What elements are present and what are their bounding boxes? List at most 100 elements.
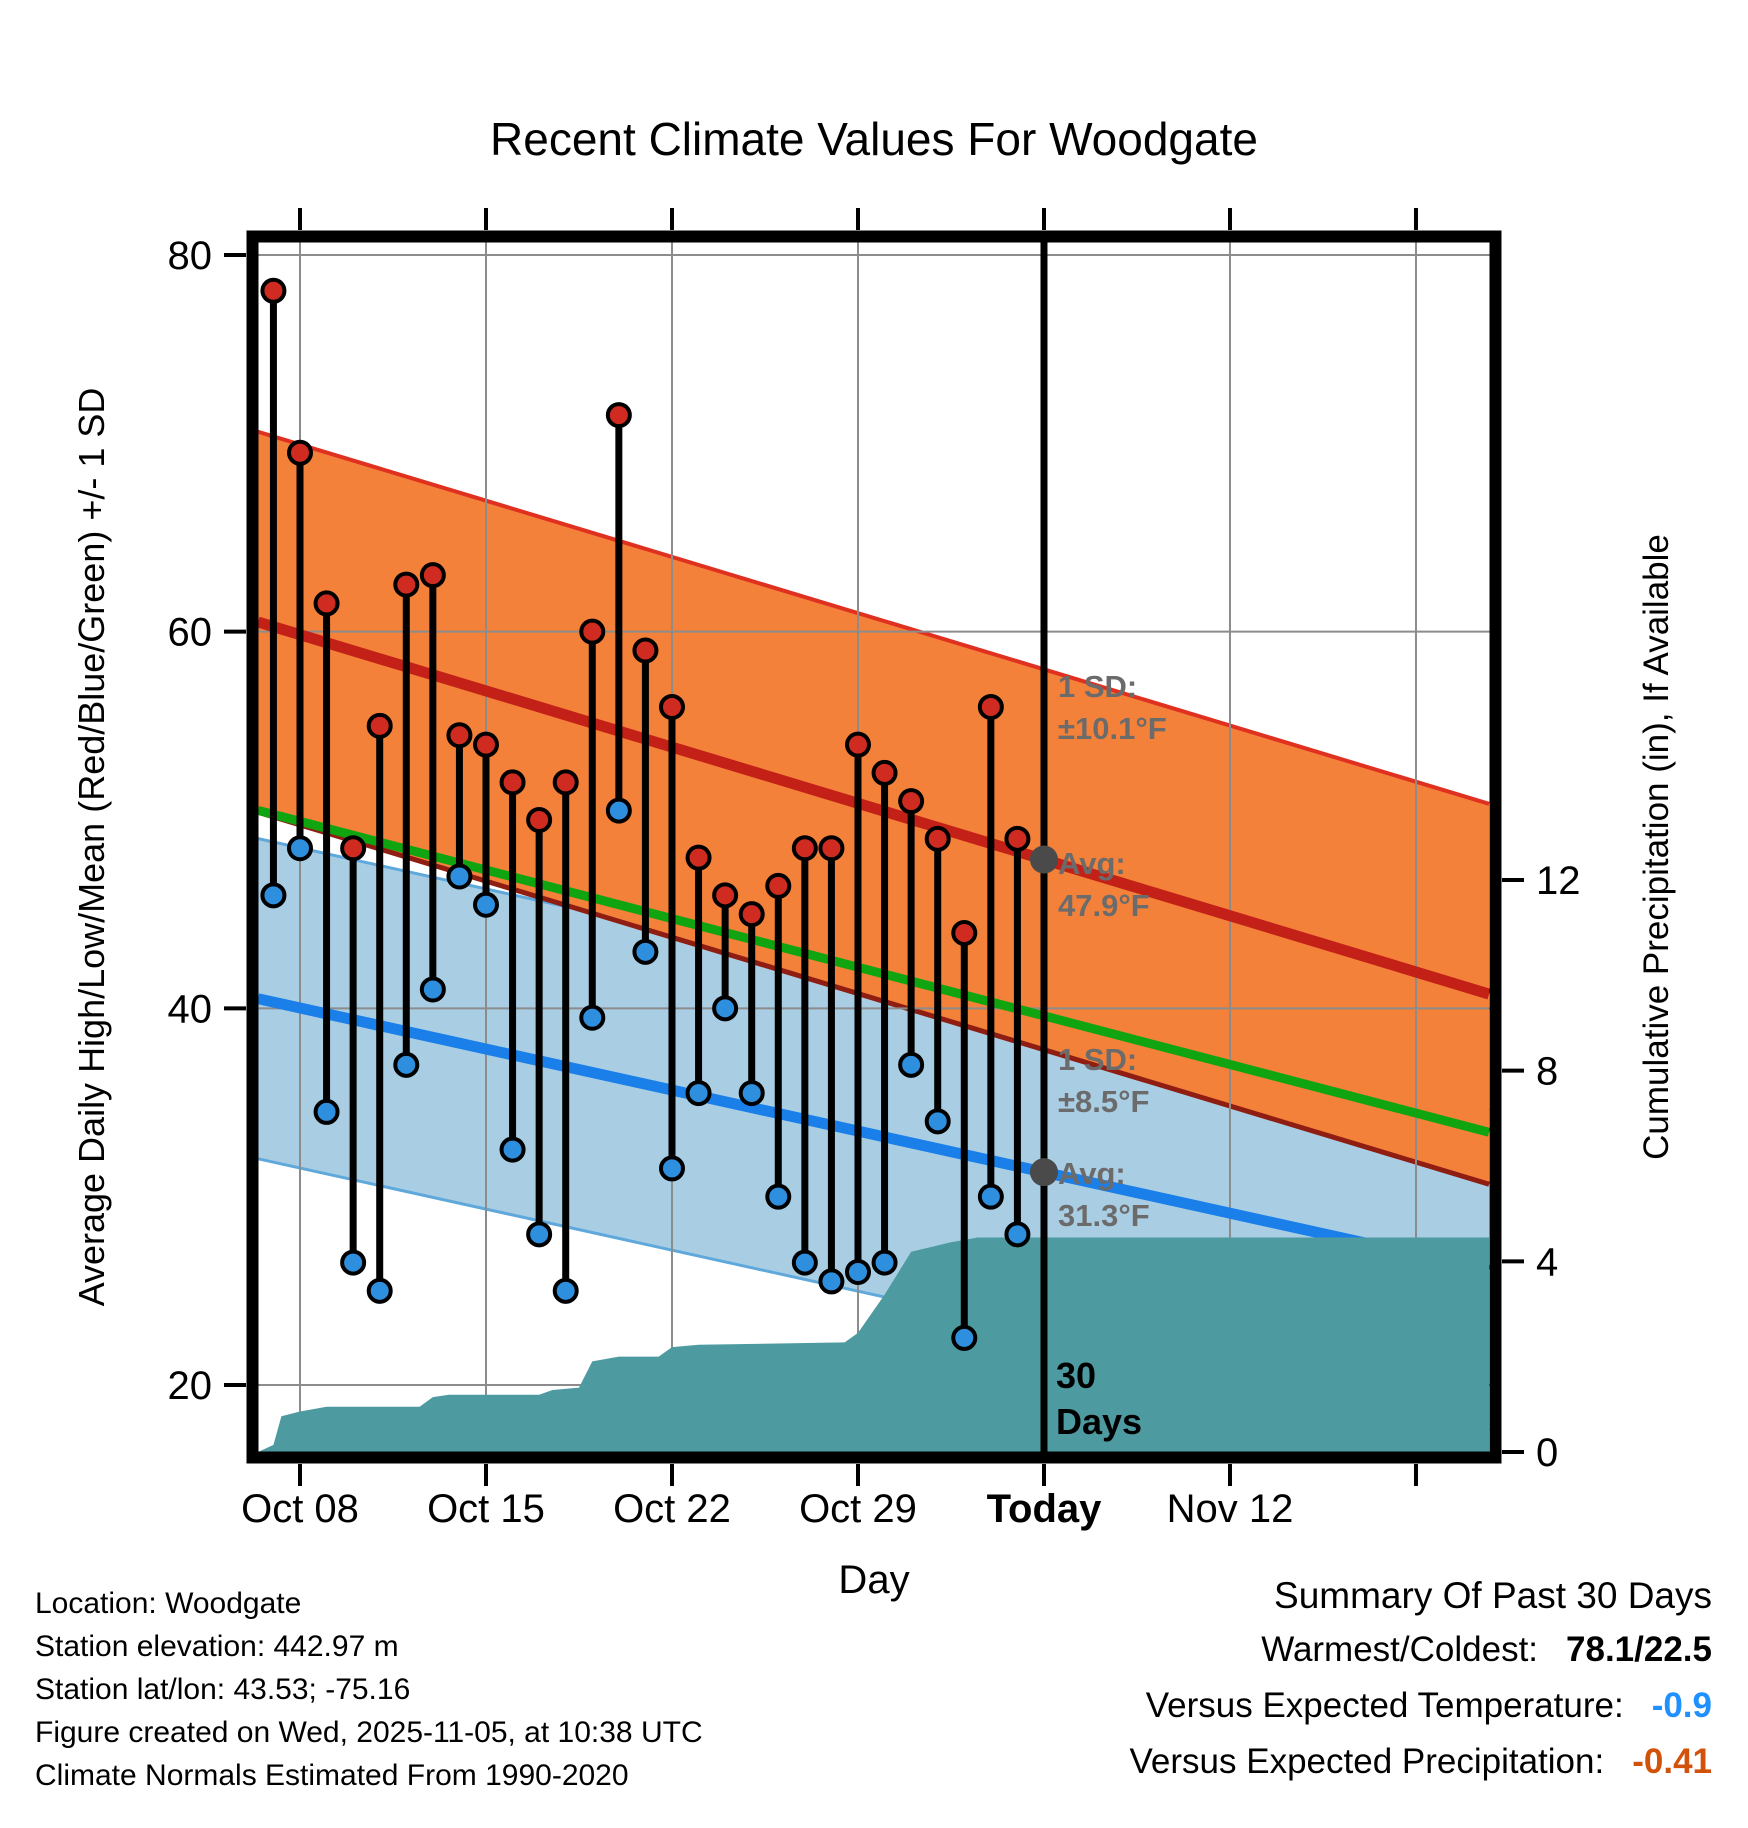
daily-low-dot: [260, 882, 287, 909]
low-avg-marker: [1029, 1158, 1058, 1187]
x-axis-label: Day: [838, 1558, 910, 1602]
normals-source: Climate Normals Estimated From 1990-2020: [35, 1759, 629, 1792]
daily-low-dot: [419, 976, 446, 1003]
low-normal-line: [258, 993, 1490, 1276]
daily-high-dot: [526, 806, 553, 833]
daily-high-dot: [260, 277, 287, 304]
daily-high-dot: [898, 788, 925, 815]
daily-high-dot: [313, 590, 340, 617]
y-left-tick-label: 60: [168, 611, 213, 655]
daily-high-dot: [924, 825, 951, 852]
daily-low-dot: [472, 891, 499, 918]
daily-low-dot: [738, 1080, 765, 1107]
daily-low-dot: [658, 1155, 685, 1182]
daily-low-dot: [871, 1249, 898, 1276]
high-band-upper-edge: [258, 429, 1490, 806]
daily-low-dot: [526, 1221, 553, 1248]
annotation-low-sd: ±8.5°F: [1058, 1084, 1149, 1119]
page-title: Recent Climate Values For Woodgate: [490, 113, 1258, 165]
annotation-low-sd: 1 SD:: [1058, 1042, 1137, 1077]
daily-low-dot: [499, 1136, 526, 1163]
x-tick-label: Oct 29: [799, 1487, 917, 1531]
daily-low-dot: [632, 938, 659, 965]
daily-low-dot: [1004, 1221, 1031, 1248]
daily-high-dot: [366, 712, 393, 739]
summary-row-value: 78.1/22.5: [1566, 1630, 1712, 1669]
summary-row-warmest-coldest: Warmest/Coldest: 78.1/22.5: [1130, 1622, 1712, 1678]
daily-low-dot: [765, 1183, 792, 1210]
station-latlon: Station lat/lon: 43.53; -75.16: [35, 1673, 411, 1706]
daily-low-dot: [844, 1258, 871, 1285]
station-info: Location: Woodgate Station elevation: 44…: [35, 1582, 703, 1797]
daily-high-dot: [419, 562, 446, 589]
daily-high-dot: [632, 637, 659, 664]
y-right-tick-label: 4: [1536, 1240, 1558, 1284]
annotation-high-sd: 1 SD:: [1058, 669, 1137, 704]
x-tick-label: Oct 08: [241, 1487, 359, 1531]
y-left-tick-label: 20: [168, 1364, 213, 1408]
daily-low-dot: [712, 995, 739, 1022]
daily-low-dot: [924, 1108, 951, 1135]
y-left-tick-label: 80: [168, 234, 213, 278]
x-tick-label: Nov 12: [1167, 1487, 1294, 1531]
daily-high-dot: [818, 835, 845, 862]
daily-high-dot: [287, 439, 313, 466]
station-location: Location: Woodgate: [35, 1587, 302, 1620]
y-axis-right-label: Cumulative Precipitation (in), If Availa…: [1637, 534, 1676, 1160]
daily-low-dot: [818, 1268, 845, 1295]
station-elevation: Station elevation: 442.97 m: [35, 1630, 399, 1663]
plot-border: [246, 230, 1502, 1464]
daily-low-dot: [313, 1098, 340, 1125]
daily-low-dot: [977, 1183, 1004, 1210]
daily-low-dot: [579, 1004, 606, 1031]
summary-panel: Summary Of Past 30 Days Warmest/Coldest:…: [1130, 1570, 1713, 1790]
x-tick-label: Today: [987, 1487, 1103, 1531]
annotation-days-30: 30: [1056, 1355, 1096, 1396]
daily-high-dot: [472, 731, 499, 758]
daily-low-dot: [791, 1249, 818, 1276]
daily-high-dot: [393, 571, 420, 598]
cumulative-precip-area: [259, 1237, 1490, 1452]
y-right-tick-label: 8: [1536, 1050, 1558, 1094]
daily-high-dot: [951, 919, 978, 946]
figure-created: Figure created on Wed, 2025-11-05, at 10…: [35, 1716, 703, 1749]
daily-high-dot: [1004, 825, 1031, 852]
summary-title: Summary Of Past 30 Days: [1274, 1575, 1712, 1616]
daily-high-dot: [791, 835, 818, 862]
summary-row-value: -0.41: [1632, 1742, 1712, 1781]
daily-high-dot: [552, 769, 579, 796]
annotation-high-sd: ±10.1°F: [1058, 711, 1167, 746]
summary-row-value: -0.9: [1651, 1686, 1712, 1725]
annotation-low-avg: Avg:: [1058, 1156, 1126, 1191]
high-normal-line: [258, 616, 1490, 1000]
daily-high-dot: [499, 769, 526, 796]
daily-high-dot: [658, 693, 685, 720]
daily-low-dot: [287, 835, 313, 862]
y-right-tick-label: 0: [1536, 1431, 1558, 1475]
y-left-tick-label: 40: [168, 987, 213, 1031]
daily-high-dot: [685, 844, 712, 871]
daily-low-dot: [605, 797, 632, 824]
daily-high-dot: [712, 882, 739, 909]
mean-normal-line: [258, 805, 1490, 1137]
plot-area: [258, 242, 1490, 1452]
daily-high-dot: [738, 901, 765, 928]
daily-low-dot: [685, 1080, 712, 1107]
daily-low-dot: [552, 1277, 579, 1304]
daily-high-dot: [605, 402, 632, 429]
summary-row-label: Versus Expected Precipitation:: [1129, 1742, 1605, 1781]
annotation-days-30: Days: [1056, 1401, 1142, 1442]
high-avg-marker: [1029, 845, 1058, 874]
daily-low-dot: [393, 1051, 420, 1078]
y-axis-left-label: Average Daily High/Low/Mean (Red/Blue/Gr…: [71, 387, 112, 1307]
x-tick-label: Oct 15: [427, 1487, 545, 1531]
summary-row-label: Versus Expected Temperature:: [1145, 1686, 1624, 1725]
daily-high-dot: [844, 731, 871, 758]
daily-high-dot: [871, 759, 898, 786]
daily-high-dot: [765, 872, 792, 899]
y-right-tick-label: 12: [1536, 859, 1581, 903]
daily-low-dot: [951, 1324, 978, 1351]
summary-row-label: Warmest/Coldest:: [1261, 1630, 1539, 1669]
